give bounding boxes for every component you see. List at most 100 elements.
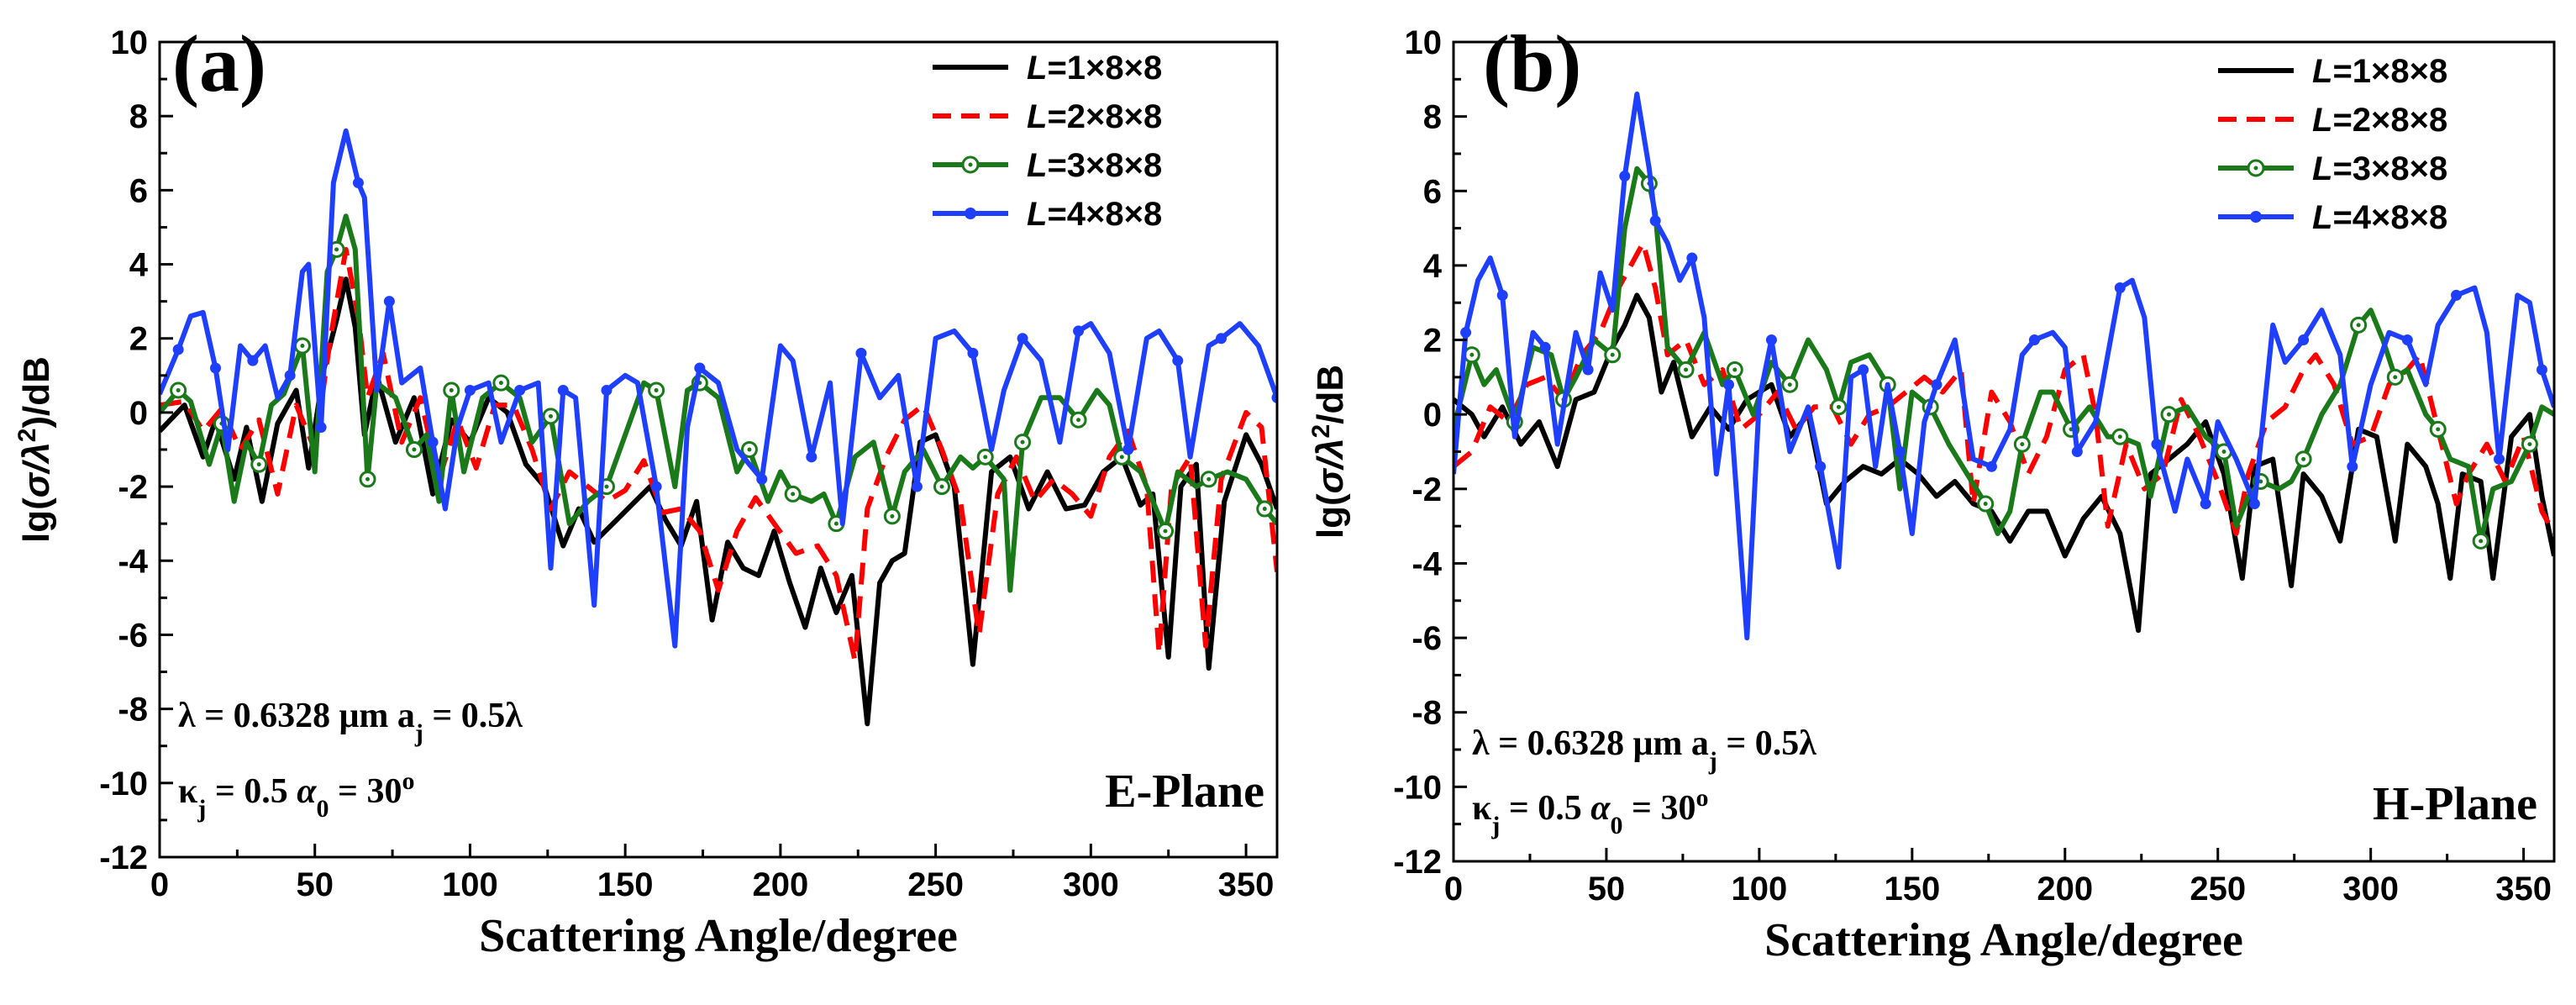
series-4-marker	[1496, 289, 1508, 301]
series-4-marker	[1271, 392, 1277, 403]
series-3-marker-dot	[2167, 412, 2171, 417]
series-3-marker-dot	[449, 387, 454, 392]
legend-label-4-a: L=4×8×8	[1027, 196, 1162, 233]
x-tick-label: 100	[1732, 871, 1788, 908]
series-3-marker-dot	[1076, 418, 1081, 423]
series-4-marker	[284, 370, 296, 381]
series-3-marker-dot	[747, 447, 752, 452]
series-3-marker-dot	[334, 247, 339, 252]
series-4-marker	[650, 481, 662, 492]
panel-label-b: (b)	[1483, 18, 1581, 108]
y-tick-label: 2	[129, 321, 148, 358]
series-4-marker	[1985, 460, 1997, 472]
series-4-marker	[1122, 444, 1134, 455]
series-3-marker-dot	[1469, 352, 1475, 357]
x-tick-label: 300	[1063, 866, 1119, 903]
series-4-marker	[1765, 334, 1777, 346]
x-tick-label: 150	[1884, 871, 1940, 908]
y-tick-label: 4	[1423, 248, 1443, 285]
y-axis-title-b: lg(σ/λ2/dB	[1307, 365, 1352, 539]
y-tick-label: -8	[118, 692, 148, 729]
series-4-marker	[855, 347, 867, 359]
series-3-marker-dot	[1787, 382, 1792, 387]
series-line-2-a	[160, 246, 1277, 664]
y-tick-label: -10	[99, 766, 148, 802]
series-4-marker	[967, 347, 979, 359]
y-tick-label: -8	[1412, 695, 1442, 732]
param-kappa-alpha-a: κj = 0.5 α0 = 30o	[178, 767, 414, 823]
plot-area-b	[1454, 92, 2554, 641]
series-4-marker	[756, 473, 768, 485]
series-3-marker-dot	[1983, 502, 1988, 507]
series-3-marker-dot	[2479, 539, 2484, 544]
series-3-marker-dot	[833, 521, 839, 526]
x-tick-label: 300	[2342, 871, 2399, 908]
series-4-marker	[464, 384, 476, 396]
x-tick-label: 350	[1218, 866, 1275, 903]
x-tick-label: 50	[1588, 871, 1626, 908]
y-tick-label: -6	[118, 617, 148, 654]
y-tick-label: 0	[1423, 397, 1442, 434]
y-tick-label: -12	[1393, 844, 1442, 881]
x-axis-title-a: Scattering Angle/degree	[479, 910, 958, 962]
series-3-marker-dot	[365, 476, 371, 481]
y-tick-label: -12	[99, 839, 148, 876]
x-tick-label: 50	[296, 866, 334, 903]
series-4-marker	[2200, 498, 2211, 510]
legend-label-1-a: L=1×8×8	[1027, 50, 1162, 87]
y-axis-title-a: lg(σ/λ2)/dB	[13, 356, 58, 543]
series-line-4-b	[1454, 92, 2554, 641]
series-4-marker	[352, 177, 364, 189]
legend-marker-dot	[2253, 166, 2258, 171]
series-4-marker	[2114, 282, 2126, 293]
y-tick-label: 8	[1423, 99, 1442, 136]
series-4-marker	[315, 422, 327, 434]
series-4-marker	[2347, 460, 2358, 472]
series-4-marker	[172, 344, 184, 355]
y-tick-label: 10	[111, 24, 149, 61]
series-3-marker-dot	[2301, 456, 2306, 461]
param-wavelength-b: λ = 0.6328 μm aj = 0.5λ	[1472, 724, 1816, 775]
legend-marker	[2250, 211, 2262, 223]
series-4-marker	[2536, 364, 2547, 376]
series-3-marker-dot	[549, 413, 553, 418]
legend-label-3-a: L=3×8×8	[1027, 147, 1162, 184]
series-3-marker-dot	[498, 381, 503, 386]
x-tick-label: 0	[150, 866, 169, 903]
series-4-marker	[2298, 334, 2310, 346]
series-3-marker-dot	[1610, 352, 1615, 357]
series-line-4-a	[160, 128, 1277, 649]
y-tick-label: -4	[1412, 545, 1442, 582]
x-tick-label: 150	[597, 866, 654, 903]
series-3-marker-dot	[1732, 367, 1737, 372]
series-4-marker	[2151, 439, 2163, 450]
param-kappa-alpha-b: κj = 0.5 α0 = 30o	[1472, 784, 1708, 839]
y-tick-label: -6	[1412, 620, 1442, 657]
series-3-marker-dot	[604, 484, 609, 489]
series-4-marker	[1539, 341, 1551, 353]
series-4-marker	[2248, 498, 2260, 510]
series-3-marker-dot	[300, 344, 305, 349]
series-4-marker	[427, 436, 439, 448]
legend-marker	[965, 208, 976, 219]
series-4-marker	[557, 384, 569, 396]
panel-b-h-plane-chart: 0 50 100 150 200 250 300 350 -12 -10 -8 -6 -4 -2 0 2 4 6 8…	[1307, 18, 2556, 966]
series-3-marker-dot	[1837, 404, 1841, 409]
x-tick-label: 350	[2495, 871, 2552, 908]
legend-label-4-b: L=4×8×8	[2312, 199, 2447, 236]
y-tick-label: 0	[129, 395, 148, 432]
series-4-marker	[1931, 379, 1943, 391]
panel-a-e-plane-chart: 0 50 100 150 200 250 300 350 -12 -10 -8 -6 -4 -2 0 2 4 6 8…	[13, 18, 1279, 962]
series-4-marker	[1723, 379, 1734, 391]
series-3-marker-dot	[1119, 455, 1124, 460]
series-4-marker	[383, 296, 395, 308]
series-4-marker	[2451, 289, 2463, 301]
series-4-marker	[1815, 460, 1827, 472]
series-4-marker	[1894, 446, 1906, 457]
y-tick-label: 2	[1423, 323, 1442, 360]
series-4-marker	[1460, 327, 1472, 339]
series-4-marker	[210, 362, 221, 374]
plot-area-a	[160, 128, 1277, 727]
plane-label-b: H-Plane	[2373, 778, 2537, 830]
